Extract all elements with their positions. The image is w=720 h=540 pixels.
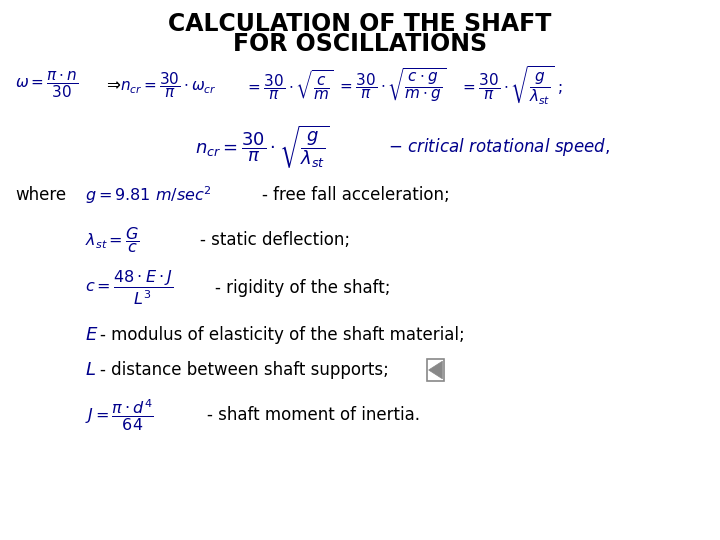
Text: FOR OSCILLATIONS: FOR OSCILLATIONS: [233, 32, 487, 56]
Text: $n_{cr} = \dfrac{30}{\pi} \cdot \omega_{cr}$: $n_{cr} = \dfrac{30}{\pi} \cdot \omega_{…: [120, 70, 217, 100]
Text: CALCULATION OF THE SHAFT: CALCULATION OF THE SHAFT: [168, 12, 552, 36]
Text: $-\ \mathit{critical\ rotational\ speed,}$: $-\ \mathit{critical\ rotational\ speed,…: [388, 136, 610, 158]
Text: $J = \dfrac{\pi \cdot d^4}{64}$: $J = \dfrac{\pi \cdot d^4}{64}$: [85, 397, 154, 433]
Text: $n_{cr} = \dfrac{30}{\pi} \cdot \sqrt{\dfrac{g}{\lambda_{st}}}$: $n_{cr} = \dfrac{30}{\pi} \cdot \sqrt{\d…: [195, 124, 330, 171]
Text: - static deflection;: - static deflection;: [200, 231, 350, 249]
Text: - rigidity of the shaft;: - rigidity of the shaft;: [215, 279, 390, 297]
Polygon shape: [428, 361, 442, 379]
Text: - distance between shaft supports;: - distance between shaft supports;: [100, 361, 389, 379]
Text: - modulus of elasticity of the shaft material;: - modulus of elasticity of the shaft mat…: [100, 326, 464, 344]
Text: - free fall acceleration;: - free fall acceleration;: [262, 186, 450, 204]
Text: - shaft moment of inertia.: - shaft moment of inertia.: [207, 406, 420, 424]
Text: $g = 9.81\ m / sec^2$: $g = 9.81\ m / sec^2$: [85, 184, 212, 206]
Text: $\omega = \dfrac{\pi \cdot n}{30}$: $\omega = \dfrac{\pi \cdot n}{30}$: [15, 70, 78, 100]
Text: $\mathit{L}$: $\mathit{L}$: [85, 361, 96, 379]
Text: where: where: [15, 186, 66, 204]
Text: $\mathit{E}$: $\mathit{E}$: [85, 326, 99, 344]
Text: $\Rightarrow$: $\Rightarrow$: [103, 77, 122, 93]
Text: $= \dfrac{30}{\pi} \cdot \sqrt{\dfrac{g}{\lambda_{st}}}\ ;$: $= \dfrac{30}{\pi} \cdot \sqrt{\dfrac{g}…: [460, 64, 562, 106]
Text: $= \dfrac{30}{\pi} \cdot \sqrt{\dfrac{c}{m}}$: $= \dfrac{30}{\pi} \cdot \sqrt{\dfrac{c}…: [245, 68, 334, 102]
Text: $\lambda_{st} = \dfrac{G}{c}$: $\lambda_{st} = \dfrac{G}{c}$: [85, 225, 140, 255]
Text: $c = \dfrac{48 \cdot E \cdot J}{L^3}$: $c = \dfrac{48 \cdot E \cdot J}{L^3}$: [85, 269, 174, 307]
Text: $= \dfrac{30}{\pi} \cdot \sqrt{\dfrac{c \cdot g}{m \cdot g}}$: $= \dfrac{30}{\pi} \cdot \sqrt{\dfrac{c …: [337, 66, 446, 104]
